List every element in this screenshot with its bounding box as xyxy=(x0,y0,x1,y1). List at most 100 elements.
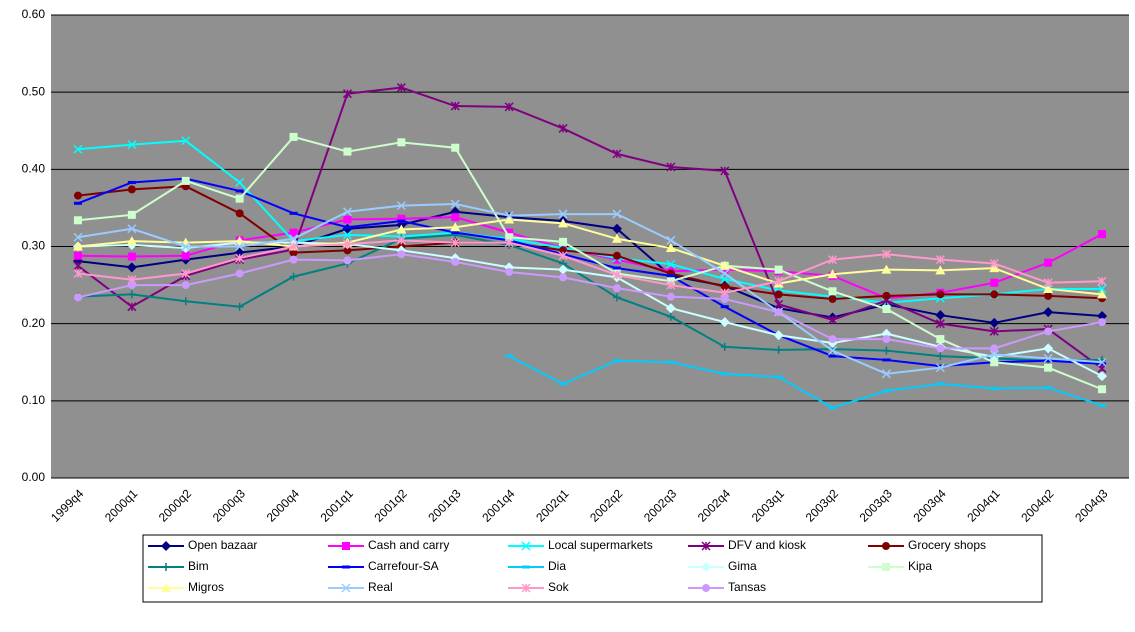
x-tick-label: 2000q4 xyxy=(264,486,302,524)
marker xyxy=(73,268,83,279)
marker xyxy=(990,278,999,287)
legend-item: Dia xyxy=(508,559,566,573)
marker xyxy=(342,239,352,249)
marker xyxy=(612,284,621,293)
marker xyxy=(1043,343,1054,354)
x-tick-label: 2002q3 xyxy=(641,486,679,524)
x-tick-label: 2003q1 xyxy=(749,486,787,524)
marker xyxy=(342,207,352,217)
marker xyxy=(181,281,190,290)
marker xyxy=(612,270,622,280)
marker xyxy=(774,308,783,317)
y-tick-label: 0.60 xyxy=(22,7,46,21)
marker xyxy=(936,344,945,353)
marker xyxy=(828,335,837,344)
x-tick-label: 2001q2 xyxy=(371,486,409,524)
marker xyxy=(504,102,514,112)
marker xyxy=(935,310,946,321)
y-tick-label: 0.20 xyxy=(22,316,46,330)
legend-label: Tansas xyxy=(728,580,766,594)
marker xyxy=(396,235,406,245)
marker xyxy=(881,264,892,274)
marker xyxy=(774,345,783,354)
marker xyxy=(451,143,460,152)
x-tick-label: 2000q2 xyxy=(156,486,194,524)
y-tick-label: 0.50 xyxy=(22,84,46,98)
legend-item: Gima xyxy=(688,559,757,573)
marker xyxy=(1043,283,1054,293)
marker xyxy=(989,350,999,360)
marker xyxy=(1043,307,1054,318)
legend-label: Local supermarkets xyxy=(548,538,653,552)
marker xyxy=(127,224,137,234)
marker xyxy=(719,260,730,270)
legend-label: Grocery shops xyxy=(908,538,986,552)
marker xyxy=(521,583,531,593)
marker xyxy=(612,149,622,159)
marker xyxy=(342,230,352,240)
y-tick-label: 0.30 xyxy=(22,239,46,253)
marker xyxy=(828,346,838,356)
marker xyxy=(450,238,460,248)
marker xyxy=(882,563,890,571)
marker xyxy=(505,233,514,242)
marker xyxy=(882,346,891,355)
marker xyxy=(127,281,136,290)
legend-label: Cash and carry xyxy=(368,538,449,552)
marker xyxy=(720,166,730,176)
marker xyxy=(827,269,838,279)
x-tick-label: 2001q3 xyxy=(425,486,463,524)
marker xyxy=(162,563,170,571)
marker xyxy=(181,176,190,185)
marker xyxy=(73,216,82,225)
marker xyxy=(882,542,890,550)
marker xyxy=(559,246,568,255)
marker xyxy=(612,251,621,260)
series-line xyxy=(77,210,1103,324)
legend-label: Migros xyxy=(188,580,224,594)
marker xyxy=(1043,353,1053,363)
marker xyxy=(504,238,514,248)
marker xyxy=(73,251,82,260)
marker xyxy=(990,358,999,367)
marker xyxy=(397,214,406,223)
marker xyxy=(289,255,298,264)
legend-item: Local supermarkets xyxy=(508,538,653,552)
marker xyxy=(397,138,406,147)
marker xyxy=(558,264,569,275)
marker xyxy=(828,315,838,325)
x-tick-label: 2000q3 xyxy=(210,486,248,524)
x-tick-label: 2003q3 xyxy=(857,486,895,524)
marker xyxy=(990,290,999,299)
marker xyxy=(289,234,299,244)
y-tick-label: 0.10 xyxy=(22,393,46,407)
series-line xyxy=(77,233,1103,362)
marker xyxy=(342,542,350,550)
marker xyxy=(666,162,676,172)
marker xyxy=(1098,385,1107,394)
marker xyxy=(181,251,190,260)
x-tick-label: 2004q1 xyxy=(964,486,1002,524)
series-line xyxy=(77,135,1103,391)
marker xyxy=(451,213,460,222)
marker xyxy=(396,201,406,211)
marker xyxy=(450,222,461,232)
marker xyxy=(882,335,891,344)
marker xyxy=(127,290,136,299)
marker xyxy=(612,209,622,219)
marker xyxy=(990,344,999,353)
marker xyxy=(666,312,675,321)
x-tick-label: 2002q4 xyxy=(695,486,733,524)
marker xyxy=(611,233,622,243)
marker xyxy=(665,303,676,314)
marker xyxy=(1098,318,1107,327)
marker xyxy=(665,243,676,253)
y-tick-label: 0.40 xyxy=(22,162,46,176)
marker xyxy=(666,235,676,245)
marker xyxy=(181,136,191,146)
legend-item: Bim xyxy=(148,559,209,573)
marker xyxy=(289,248,298,257)
marker xyxy=(161,541,171,551)
x-tick-label: 2004q2 xyxy=(1018,486,1056,524)
x-tick-label: 2003q2 xyxy=(803,486,841,524)
